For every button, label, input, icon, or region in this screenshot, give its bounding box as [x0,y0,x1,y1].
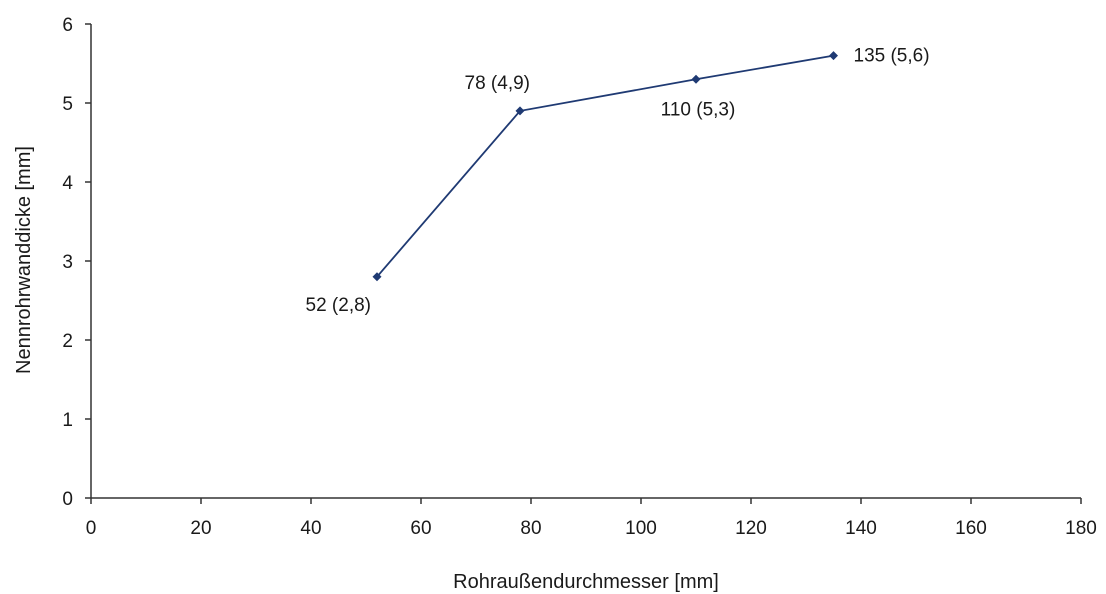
series-line [376,54,834,278]
x-tick-label: 140 [845,518,877,539]
data-point-label: 110 (5,3) [661,99,736,120]
x-tick-label: 100 [625,518,657,539]
data-point-marker [515,106,525,116]
x-tick-label: 120 [735,518,767,539]
y-tick-label: 4 [62,173,73,194]
data-point-label: 78 (4,9) [465,73,530,94]
x-tick-label: 0 [86,518,97,539]
x-tick-label: 180 [1065,518,1097,539]
y-tick-label: 6 [62,15,73,36]
axes: 0 20 40 60 80 100 120 140 160 180 0 1 2 3 4 5 6 [62,15,1096,539]
x-tick-label: 160 [955,518,987,539]
y-tick-label: 1 [62,410,73,431]
data-point-marker [829,51,838,61]
data-point-marker [372,272,382,282]
y-tick-label: 3 [62,252,73,273]
x-tick-label: 40 [300,518,321,539]
x-axis-title: Rohraußendurchmesser [mm] [453,571,719,593]
y-axis-title: Nennrohrwanddicke [mm] [13,146,35,374]
x-tick-label: 60 [410,518,431,539]
y-tick-label: 5 [62,94,73,115]
plot-area: 52 (2,8) 78 (4,9) 110 (5,3) 135 (5,6) [306,46,930,316]
data-point-label: 52 (2,8) [306,295,371,316]
data-point-label: 135 (5,6) [854,46,930,67]
x-tick-label: 20 [190,518,211,539]
y-tick-label: 2 [62,331,73,352]
data-point-marker [691,74,701,84]
x-tick-label: 80 [520,518,541,539]
y-tick-label: 0 [62,489,73,510]
